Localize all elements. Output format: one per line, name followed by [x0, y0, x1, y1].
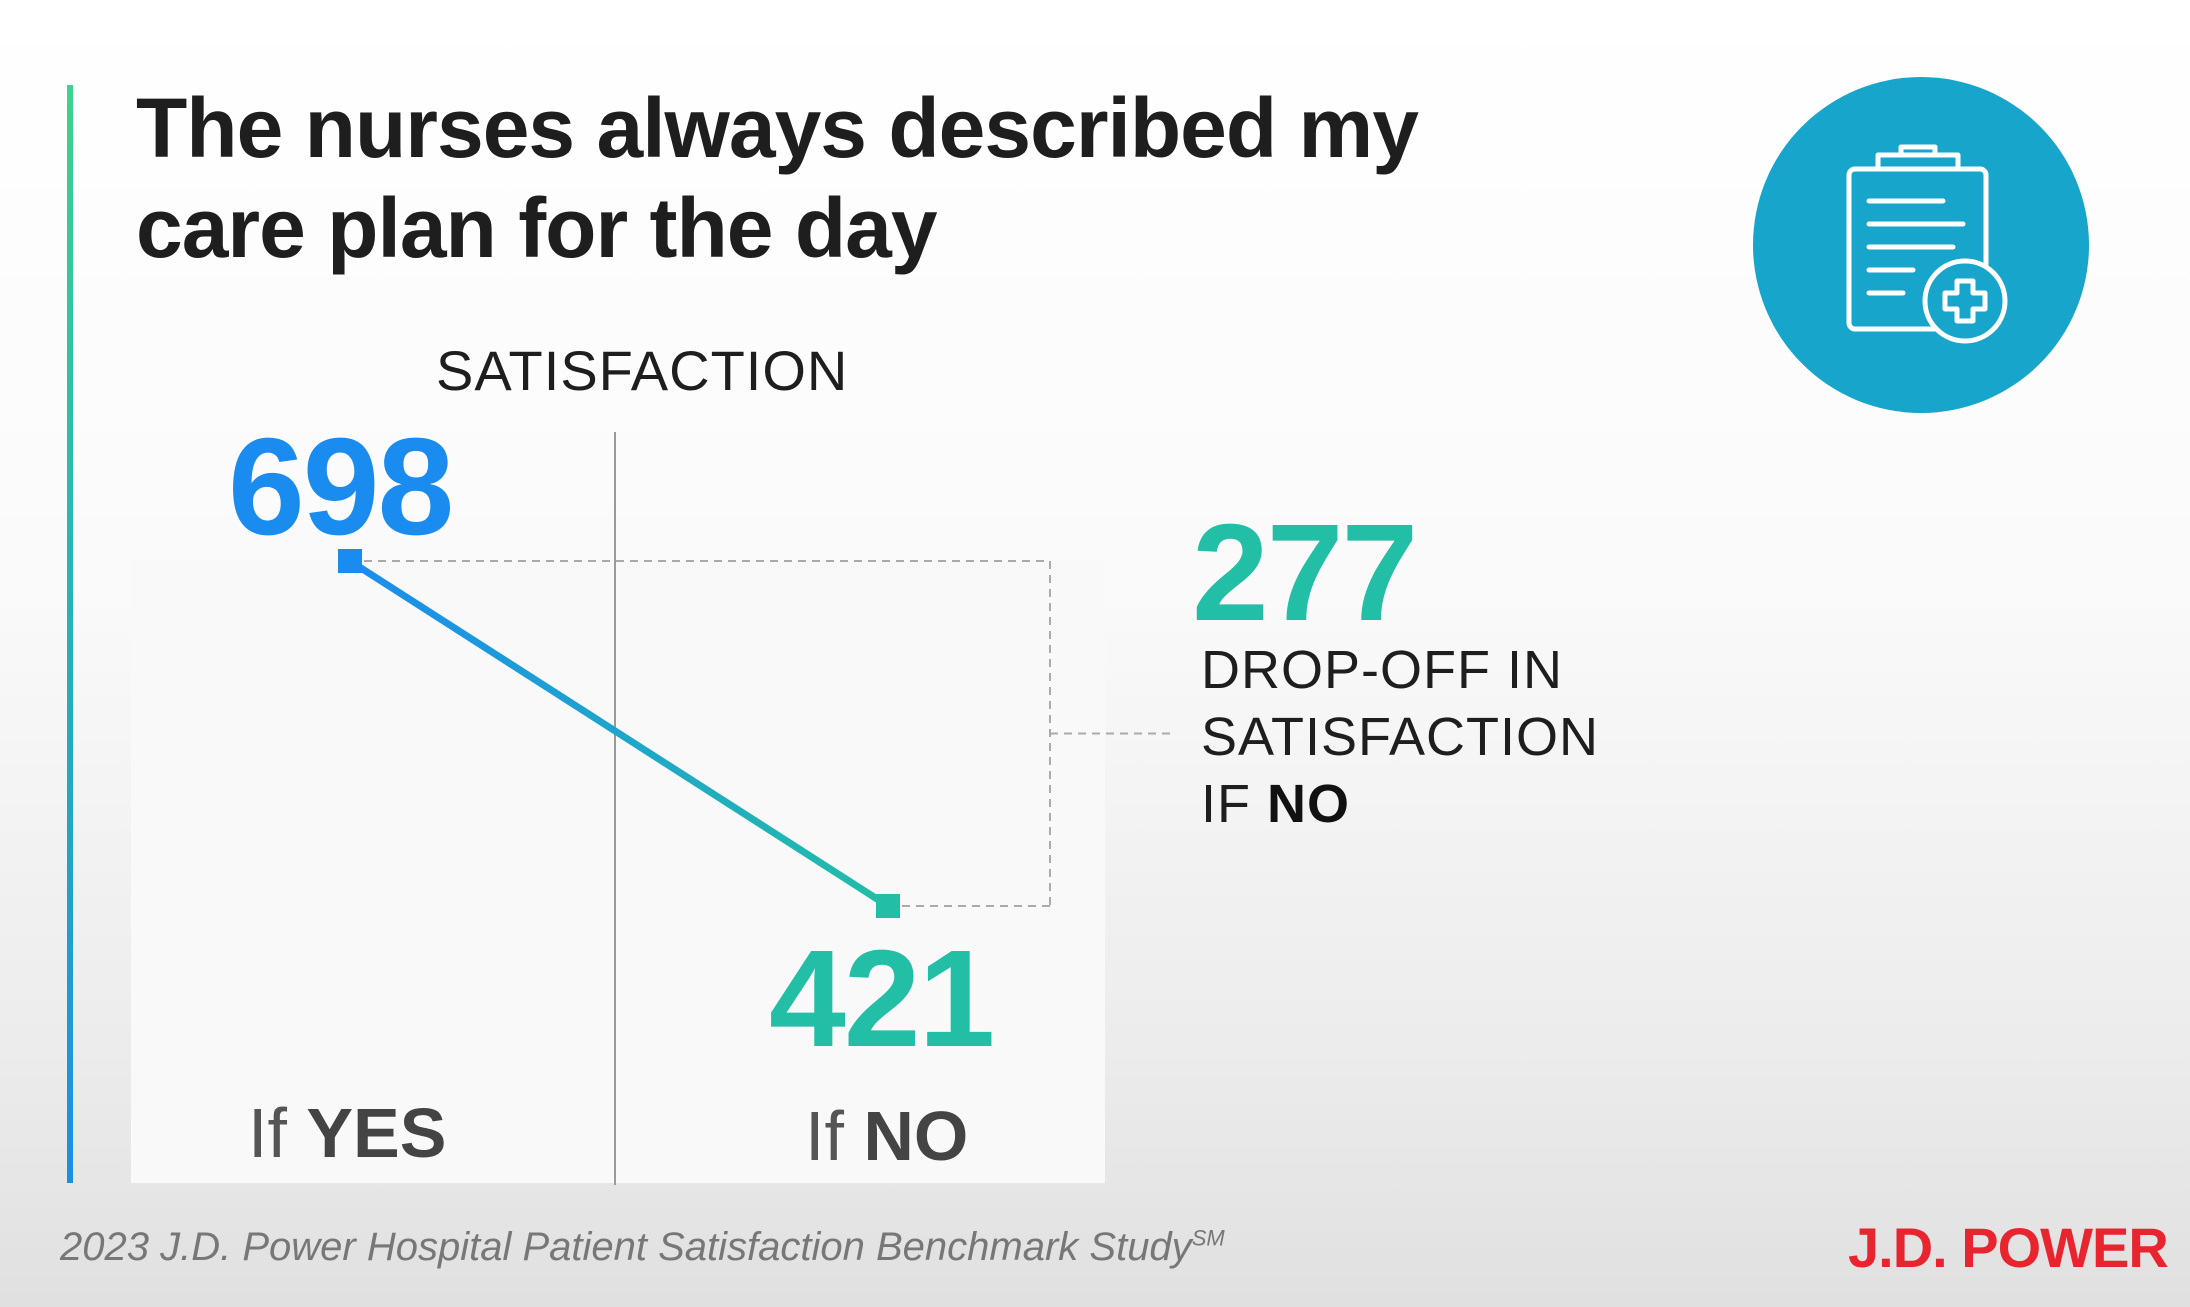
- data-point-yes: [338, 549, 362, 573]
- category-label-no: If NO: [805, 1096, 968, 1176]
- category-value: YES: [306, 1094, 447, 1172]
- y-axis-label: SATISFACTION: [436, 339, 849, 402]
- category-label-yes: If YES: [248, 1093, 446, 1173]
- source-text: 2023 J.D. Power Hospital Patient Satisfa…: [60, 1225, 1192, 1269]
- data-label-no: 421: [769, 922, 995, 1076]
- drop-off-description: DROP-OFF IN SATISFACTION IF NO: [1201, 637, 1599, 838]
- category-prefix: If: [805, 1097, 864, 1175]
- drop-off-line-3: IF NO: [1201, 771, 1599, 838]
- drop-off-bold: NO: [1267, 774, 1350, 834]
- series-line: [348, 558, 890, 909]
- drop-off-line-2: SATISFACTION: [1201, 707, 1600, 767]
- service-mark: SM: [1191, 1225, 1225, 1251]
- category-prefix: If: [248, 1094, 307, 1172]
- clipboard-medical-icon: [1753, 77, 2089, 413]
- source-footnote: 2023 J.D. Power Hospital Patient Satisfa…: [60, 1225, 1225, 1270]
- accent-bar: [67, 85, 73, 1183]
- drop-off-line-1: DROP-OFF IN: [1201, 640, 1563, 700]
- drop-off-prefix: IF: [1201, 774, 1267, 834]
- category-value: NO: [863, 1097, 969, 1175]
- chart-panel: [131, 560, 1105, 1183]
- data-point-no: [876, 894, 900, 918]
- data-label-yes: 698: [228, 410, 454, 564]
- drop-bracket: [1049, 561, 1175, 906]
- drop-off-value: 277: [1192, 496, 1418, 650]
- chart-title: The nurses always described my care plan…: [136, 81, 1419, 275]
- jd-power-logo: J.D. POWER: [1848, 1216, 2169, 1279]
